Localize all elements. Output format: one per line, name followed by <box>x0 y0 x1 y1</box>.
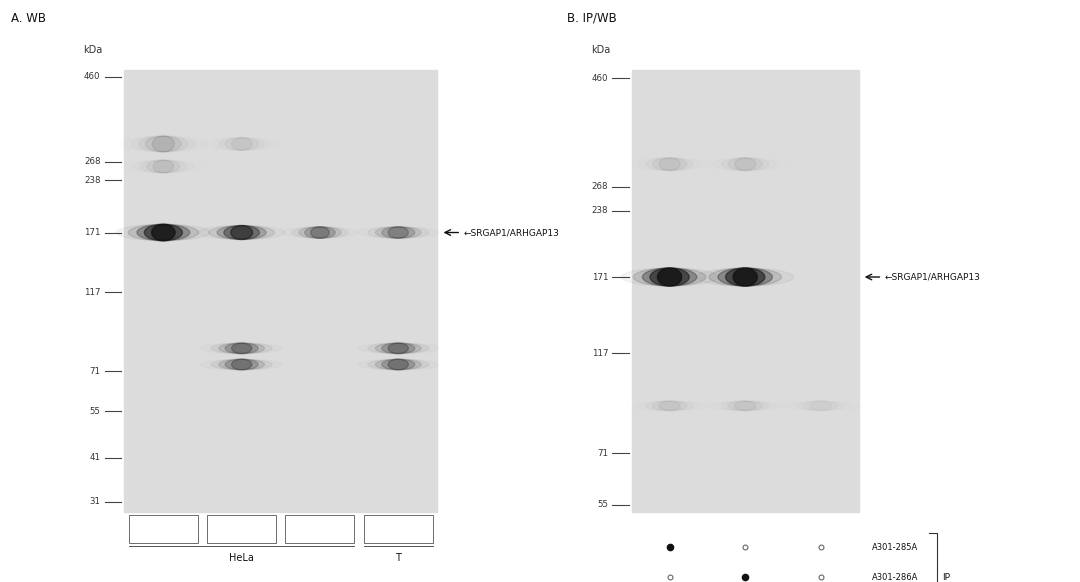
Text: 171: 171 <box>84 228 100 237</box>
Text: 238: 238 <box>84 176 100 185</box>
Ellipse shape <box>152 136 174 152</box>
Ellipse shape <box>138 136 188 152</box>
Text: 268: 268 <box>84 157 100 166</box>
Ellipse shape <box>129 225 199 241</box>
Ellipse shape <box>708 268 782 286</box>
Ellipse shape <box>376 227 421 238</box>
Ellipse shape <box>208 226 274 239</box>
Text: 268: 268 <box>592 182 608 191</box>
Ellipse shape <box>151 225 175 241</box>
Ellipse shape <box>231 138 252 150</box>
Ellipse shape <box>299 227 341 238</box>
Text: 55: 55 <box>90 407 100 416</box>
Ellipse shape <box>810 401 832 410</box>
Ellipse shape <box>388 343 408 353</box>
Text: A301-286A: A301-286A <box>872 573 918 582</box>
Text: 55: 55 <box>597 500 608 509</box>
Ellipse shape <box>376 343 421 353</box>
Bar <box>207 515 276 543</box>
Text: HeLa: HeLa <box>229 553 254 563</box>
Text: kDa: kDa <box>591 45 610 55</box>
Text: ←SRGAP1/ARHGAP13: ←SRGAP1/ARHGAP13 <box>885 272 981 282</box>
Ellipse shape <box>388 227 408 238</box>
Ellipse shape <box>146 136 181 152</box>
Ellipse shape <box>224 226 259 239</box>
Bar <box>285 515 354 543</box>
Ellipse shape <box>231 226 253 239</box>
Ellipse shape <box>305 227 335 238</box>
Text: 15: 15 <box>235 524 247 534</box>
Text: 31: 31 <box>90 497 100 506</box>
Text: 460: 460 <box>592 74 608 83</box>
Ellipse shape <box>643 268 697 286</box>
Ellipse shape <box>734 158 756 171</box>
Bar <box>124 70 437 512</box>
Ellipse shape <box>659 401 680 410</box>
Bar <box>632 70 859 512</box>
Ellipse shape <box>231 343 252 353</box>
Ellipse shape <box>633 268 706 286</box>
Ellipse shape <box>211 359 272 370</box>
Ellipse shape <box>153 160 174 173</box>
Text: kDa: kDa <box>83 45 103 55</box>
Ellipse shape <box>734 401 756 410</box>
Bar <box>364 515 433 543</box>
Ellipse shape <box>211 343 272 353</box>
Ellipse shape <box>145 225 183 241</box>
Ellipse shape <box>733 268 757 286</box>
Ellipse shape <box>376 359 421 370</box>
Text: 238: 238 <box>592 206 608 215</box>
Text: 71: 71 <box>597 449 608 458</box>
Ellipse shape <box>728 158 762 171</box>
Ellipse shape <box>137 225 190 241</box>
Text: 71: 71 <box>90 367 100 375</box>
Ellipse shape <box>311 227 329 238</box>
Ellipse shape <box>718 268 772 286</box>
Ellipse shape <box>367 359 429 370</box>
Text: 5: 5 <box>318 524 323 534</box>
Ellipse shape <box>217 226 267 239</box>
Text: 41: 41 <box>90 453 100 462</box>
Ellipse shape <box>728 401 762 410</box>
Ellipse shape <box>225 359 258 370</box>
Ellipse shape <box>381 227 415 238</box>
Ellipse shape <box>658 268 681 286</box>
Ellipse shape <box>367 343 429 353</box>
Text: 171: 171 <box>592 272 608 282</box>
Ellipse shape <box>650 268 689 286</box>
Text: 117: 117 <box>592 349 608 358</box>
Text: 117: 117 <box>84 288 100 297</box>
Text: 50: 50 <box>392 524 404 534</box>
Ellipse shape <box>388 359 408 370</box>
Ellipse shape <box>381 359 415 370</box>
Ellipse shape <box>726 268 765 286</box>
Ellipse shape <box>804 401 838 410</box>
Text: 50: 50 <box>158 524 170 534</box>
Ellipse shape <box>652 401 687 410</box>
Text: ←SRGAP1/ARHGAP13: ←SRGAP1/ARHGAP13 <box>463 228 559 237</box>
Text: A. WB: A. WB <box>11 12 45 24</box>
Text: IP: IP <box>942 573 949 582</box>
Ellipse shape <box>219 359 265 370</box>
Bar <box>129 515 198 543</box>
Ellipse shape <box>652 158 687 171</box>
Text: T: T <box>395 553 401 563</box>
Text: 460: 460 <box>84 72 100 81</box>
Text: B. IP/WB: B. IP/WB <box>567 12 617 24</box>
Text: A301-285A: A301-285A <box>872 542 918 552</box>
Ellipse shape <box>225 343 258 353</box>
Ellipse shape <box>225 138 258 150</box>
Ellipse shape <box>147 160 180 173</box>
Ellipse shape <box>659 158 680 171</box>
Ellipse shape <box>381 343 415 353</box>
Ellipse shape <box>231 359 252 370</box>
Ellipse shape <box>219 343 265 353</box>
